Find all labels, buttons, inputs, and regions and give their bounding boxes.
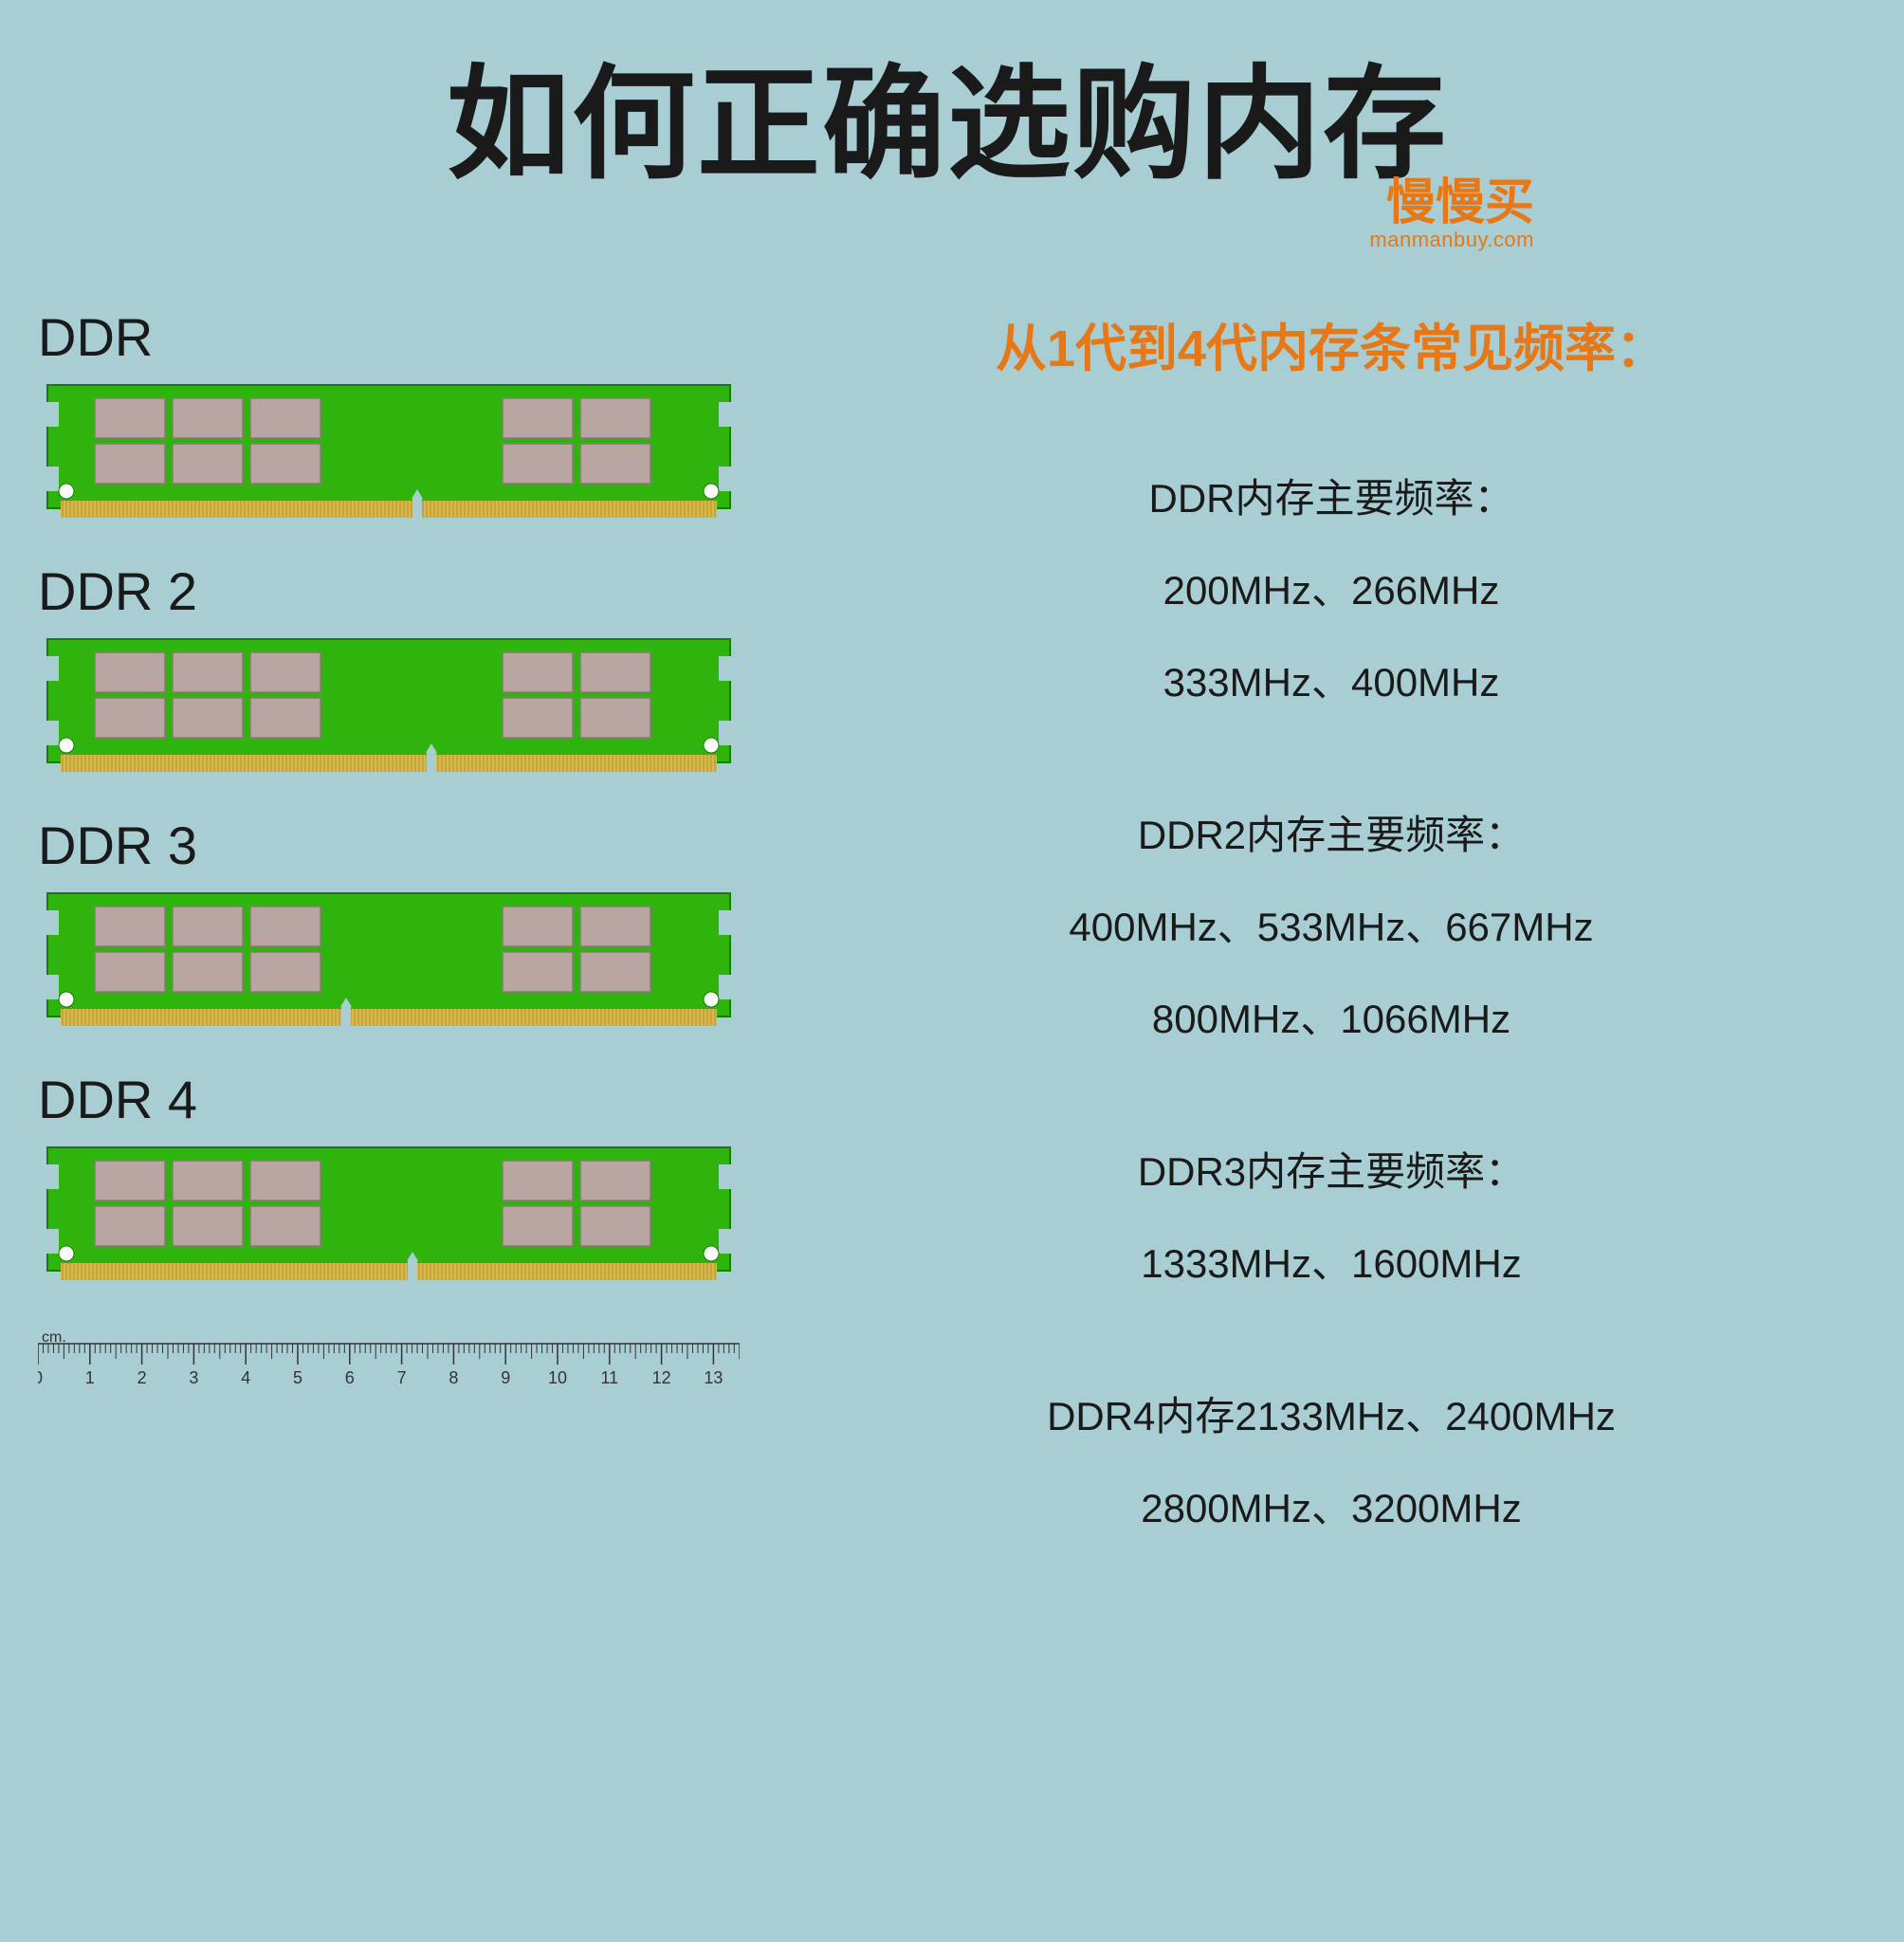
ram-stick-illustration [38,630,740,781]
ruler: cm.012345678910111213 [38,1332,749,1403]
svg-text:2: 2 [137,1368,147,1387]
svg-text:13: 13 [704,1368,723,1387]
svg-text:3: 3 [189,1368,198,1387]
brand-cn: 慢慢买 [1369,178,1534,228]
brand-en: manmanbuy.com [1369,229,1534,250]
svg-text:6: 6 [345,1368,355,1387]
frequency-line: 800MHz、1066MHz [806,987,1857,1045]
frequency-heading: DDR内存主要频率： [806,467,1857,524]
svg-text:5: 5 [293,1368,302,1387]
frequency-line: 1333MHz、1600MHz [806,1232,1857,1290]
ram-block: DDR 2 [38,560,749,786]
frequency-line: 200MHz、266MHz [806,559,1857,616]
svg-text:4: 4 [241,1368,250,1387]
ram-label: DDR 2 [38,560,749,622]
ram-column: DDRDDR 2DDR 3DDR 4cm.012345678910111213 [38,306,749,1629]
frequency-subtitle: 从1代到4代内存条常见频率： [806,306,1857,381]
frequency-group: DDR3内存主要频率： 1333MHz、1600MHz [806,1140,1857,1290]
ram-stick-illustration [38,884,740,1035]
brand-block: 慢慢买 manmanbuy.com [1369,178,1534,250]
frequency-line: 400MHz、533MHz、667MHz [806,895,1857,953]
frequency-heading: DDR4内存2133MHz、2400MHz [806,1384,1857,1442]
frequency-heading: DDR3内存主要频率： [806,1140,1857,1198]
svg-text:12: 12 [652,1368,671,1387]
frequency-line: 2800MHz、3200MHz [806,1476,1857,1534]
frequency-group: DDR内存主要频率： 200MHz、266MHz 333MHz、400MHz [806,467,1857,708]
ram-block: DDR [38,306,749,532]
svg-text:1: 1 [85,1368,95,1387]
ram-stick-illustration [38,376,740,527]
ram-stick-illustration [38,1138,740,1290]
ram-label: DDR 4 [38,1069,749,1130]
frequency-column: 从1代到4代内存条常见频率： DDR内存主要频率： 200MHz、266MHz 33… [806,306,1857,1629]
svg-text:11: 11 [600,1368,618,1387]
svg-text:7: 7 [397,1368,407,1387]
main-title: 如何正确选购内存 [38,57,1857,192]
page-root: 如何正确选购内存 慢慢买 manmanbuy.com DDR DDR 2 DDR 3… [0,0,1904,1705]
content-row: DDRDDR 2DDR 3DDR 4cm.012345678910111213 … [38,306,1857,1629]
ram-label: DDR 3 [38,815,749,876]
ram-block: DDR 3 [38,815,749,1040]
title-block: 如何正确选购内存 慢慢买 manmanbuy.com [38,57,1857,192]
svg-text:9: 9 [501,1368,510,1387]
svg-text:0: 0 [38,1368,43,1387]
frequency-heading: DDR2内存主要频率： [806,803,1857,861]
frequency-group: DDR4内存2133MHz、2400MHz 2800MHz、3200MHz [806,1384,1857,1534]
svg-text:10: 10 [548,1368,567,1387]
frequency-group: DDR2内存主要频率： 400MHz、533MHz、667MHz 800MHz、10… [806,803,1857,1045]
frequency-line: 333MHz、400MHz [806,650,1857,708]
svg-text:8: 8 [449,1368,458,1387]
ram-label: DDR [38,306,749,368]
ram-block: DDR 4 [38,1069,749,1294]
